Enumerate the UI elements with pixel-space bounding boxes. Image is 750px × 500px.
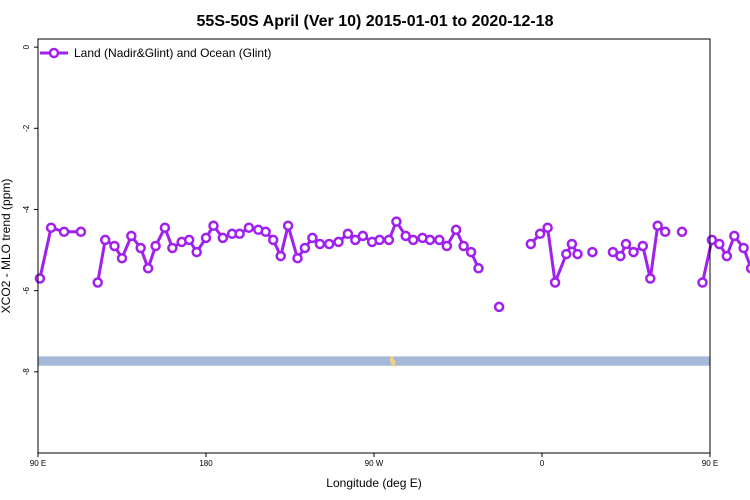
data-point [109,240,120,252]
data-point [292,252,303,264]
data-point [714,238,725,250]
data-point [116,252,128,264]
data-point [282,220,294,231]
data-point [260,226,271,238]
data-point [645,273,656,284]
data-point [234,228,245,240]
data-point [450,224,462,236]
data-point [267,234,279,246]
data-point [738,242,749,254]
y-tick-label: -2 [22,124,31,132]
x-tick-label: 90 E [702,459,718,468]
data-point [615,250,626,262]
data-point [473,263,484,274]
data-point [45,222,57,233]
data-point [434,234,445,246]
data-point [191,246,202,258]
land-band [38,356,710,366]
data-point [697,277,708,288]
y-tick-label: -6 [22,287,31,295]
x-axis-label: Longitude (deg E) [326,476,421,490]
data-point [323,238,335,250]
y-tick-label: -8 [22,368,31,376]
data-point [342,228,354,240]
data-point [314,238,326,250]
data-point [400,230,411,242]
data-point [58,226,70,238]
data-point [549,277,561,288]
data-point [34,273,46,284]
data-point [441,240,453,252]
legend: Land (Nadir&Glint) and Ocean (Glint) [40,46,271,60]
data-point [275,250,286,262]
data-point [572,248,583,260]
legend-marker-swatch [48,47,60,59]
data-point [99,234,111,246]
data-point [200,232,212,244]
data-point [721,250,733,262]
data-point [745,263,750,274]
data-point [391,216,402,227]
land-patch [389,356,396,367]
data-point [659,226,671,238]
data-point [587,246,598,258]
data-point [637,240,649,252]
data-point [607,246,619,258]
data-point [729,230,740,242]
data-point [299,242,311,254]
data-point [126,230,137,242]
y-tick-label: -4 [22,205,31,213]
data-point [534,228,546,240]
data-point [424,234,436,246]
x-tick-label: 90 W [365,459,384,468]
data-point [407,234,419,246]
data-point [135,242,146,254]
data-point [150,240,161,252]
data-point [243,222,255,233]
x-tick-label: 180 [199,459,213,468]
data-point [525,238,537,250]
data-point [159,222,171,233]
data-point [333,236,344,248]
data-point [493,301,505,313]
data-point [374,234,385,246]
data-point [676,226,688,238]
y-axis-label: XCO2 - MLO trend (ppm) [0,179,13,314]
legend-label: Land (Nadir&Glint) and Ocean (Glint) [74,46,271,60]
data-point [383,234,395,246]
data-point [92,277,103,288]
x-tick-label: 0 [540,459,545,468]
data-point [628,246,639,258]
data-point [561,248,572,260]
data-point [208,220,219,231]
chart-title: 55S-50S April (Ver 10) 2015-01-01 to 202… [197,13,554,30]
data-point [542,222,553,233]
x-tick-label: 90 E [30,459,46,468]
data-point [183,234,195,246]
data-point [458,240,469,252]
data-point [217,232,229,244]
y-tick-label: 0 [22,44,31,49]
data-point [350,234,361,246]
data-point [142,263,154,274]
data-point [566,238,578,250]
data-point [652,220,663,231]
data-point [465,246,477,258]
data-point [620,238,632,250]
data-point [307,232,318,244]
data-point [357,230,369,242]
series-line-segment [38,226,81,279]
data-point [75,226,87,238]
data-point [167,242,178,254]
